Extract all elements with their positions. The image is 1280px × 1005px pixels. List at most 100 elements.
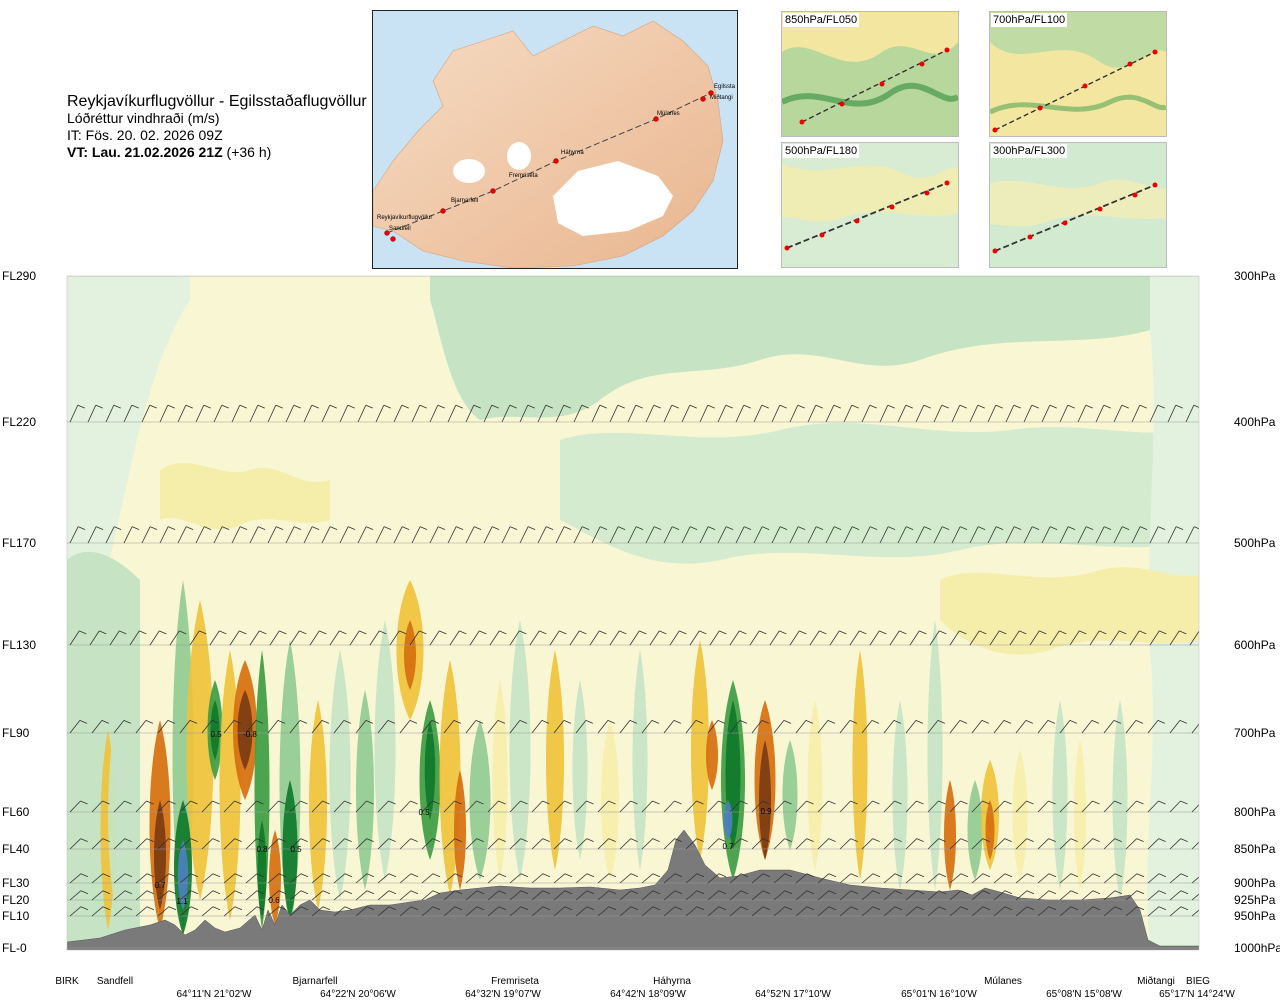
wind-barb bbox=[1169, 630, 1180, 646]
wind-barb bbox=[817, 720, 829, 734]
wind-barb bbox=[267, 404, 277, 423]
wind-barb bbox=[189, 630, 200, 646]
velocity-streak bbox=[257, 820, 267, 920]
wind-barb-flag bbox=[707, 526, 716, 531]
wind-barb bbox=[1042, 276, 1043, 277]
wind-barb bbox=[465, 720, 477, 734]
wind-barb-flag bbox=[1158, 906, 1167, 911]
wind-barb-flag bbox=[454, 800, 462, 805]
wind-barb-flag bbox=[365, 526, 374, 531]
wind-barb-flag bbox=[1004, 873, 1013, 878]
wind-barb-flag bbox=[149, 258, 156, 261]
overview-map: Reykjavíkurflugvöllur Sandfell Bjarnarfe… bbox=[372, 10, 738, 269]
wind-barb bbox=[375, 526, 385, 544]
hpa-label: 1000hPa bbox=[1234, 941, 1280, 955]
wind-barb-flag bbox=[1121, 404, 1129, 409]
wind-barb bbox=[933, 526, 943, 544]
wind-barb bbox=[421, 873, 434, 884]
wind-barb-flag bbox=[899, 630, 907, 635]
wind-barb bbox=[357, 526, 367, 544]
wind-barb-flag bbox=[599, 630, 607, 635]
wind-barb bbox=[179, 873, 192, 884]
wind-barb bbox=[358, 276, 359, 277]
wind-barb-flag bbox=[761, 720, 770, 724]
wind-barb bbox=[817, 890, 830, 901]
wind-barb bbox=[839, 838, 851, 850]
wind-barb-flag bbox=[475, 720, 484, 724]
wind-barb bbox=[861, 526, 871, 544]
wind-barb-flag bbox=[743, 526, 752, 531]
wind-barb bbox=[443, 838, 455, 850]
wind-barb bbox=[349, 630, 360, 646]
map-label-bjarnarfell: Bjarnarfell bbox=[451, 198, 478, 204]
wind-barb-flag bbox=[1179, 630, 1187, 635]
wind-barb bbox=[1096, 276, 1097, 277]
wind-barb-flag bbox=[379, 630, 387, 635]
wind-barb-flag bbox=[146, 838, 154, 843]
wind-barb bbox=[449, 630, 460, 646]
wind-barb bbox=[289, 630, 300, 646]
wind-barb-flag bbox=[410, 800, 418, 805]
wind-barb-flag bbox=[347, 526, 356, 531]
wind-barb bbox=[1049, 630, 1060, 646]
wind-barb-flag bbox=[99, 630, 107, 635]
wind-barb bbox=[443, 873, 456, 884]
wind-barb bbox=[597, 720, 609, 734]
wind-barb-flag bbox=[1193, 526, 1199, 530]
wind-barb bbox=[135, 906, 148, 917]
wind-barb-flag bbox=[869, 526, 878, 531]
wind-barb bbox=[201, 890, 214, 901]
wind-barb bbox=[1059, 526, 1069, 544]
wind-barb bbox=[949, 720, 961, 734]
wind-barb-flag bbox=[850, 800, 858, 805]
wind-barb bbox=[484, 276, 485, 277]
wind-barb bbox=[487, 890, 500, 901]
wind-barb bbox=[1059, 404, 1069, 423]
wind-barb bbox=[430, 276, 431, 277]
wind-barb bbox=[469, 630, 480, 646]
wind-barb-flag bbox=[941, 404, 949, 409]
wind-barb bbox=[483, 526, 493, 544]
wind-barb-flag bbox=[1180, 890, 1189, 895]
wind-barb bbox=[1081, 906, 1094, 917]
wind-barb-flag bbox=[519, 720, 528, 724]
wind-barb-flag bbox=[581, 258, 588, 261]
wind-barb-flag bbox=[131, 404, 139, 409]
wind-barb bbox=[685, 800, 697, 813]
wind-barb bbox=[399, 873, 412, 884]
wind-barb-flag bbox=[293, 258, 300, 261]
wind-barb bbox=[231, 526, 241, 544]
wind-barb bbox=[501, 404, 511, 423]
wind-barb bbox=[829, 630, 840, 646]
wind-barb-flag bbox=[617, 404, 625, 409]
wind-barb bbox=[681, 526, 691, 544]
wind-barb bbox=[304, 276, 305, 277]
wind-barb bbox=[707, 720, 719, 734]
wind-barb bbox=[649, 630, 660, 646]
wind-barb-flag bbox=[960, 800, 968, 805]
wind-barb bbox=[311, 800, 323, 813]
wind-barb-flag bbox=[739, 720, 748, 724]
wind-barb-flag bbox=[234, 838, 242, 843]
wind-barb bbox=[339, 526, 349, 544]
wind-barb-flag bbox=[520, 890, 529, 895]
wind-barb bbox=[897, 404, 907, 423]
wind-barb-flag bbox=[806, 838, 814, 843]
velocity-streak bbox=[892, 700, 908, 890]
wind-barb-flag bbox=[545, 526, 554, 531]
wind-barb bbox=[905, 800, 917, 813]
hpa-label: 400hPa bbox=[1234, 415, 1276, 429]
wind-barb-flag bbox=[80, 906, 89, 911]
wind-barb-flag bbox=[234, 890, 243, 895]
wind-barb-flag bbox=[784, 838, 792, 843]
wind-barb bbox=[933, 404, 943, 423]
wind-barb bbox=[597, 906, 610, 917]
velocity-streak bbox=[691, 640, 709, 860]
wind-barb bbox=[795, 720, 807, 734]
velocity-streak bbox=[546, 650, 564, 870]
wind-barb-flag bbox=[893, 720, 902, 724]
wind-barb bbox=[843, 526, 853, 544]
wind-barb bbox=[1191, 893, 1199, 901]
wind-barb bbox=[214, 276, 215, 277]
wind-barb-flag bbox=[805, 720, 814, 724]
